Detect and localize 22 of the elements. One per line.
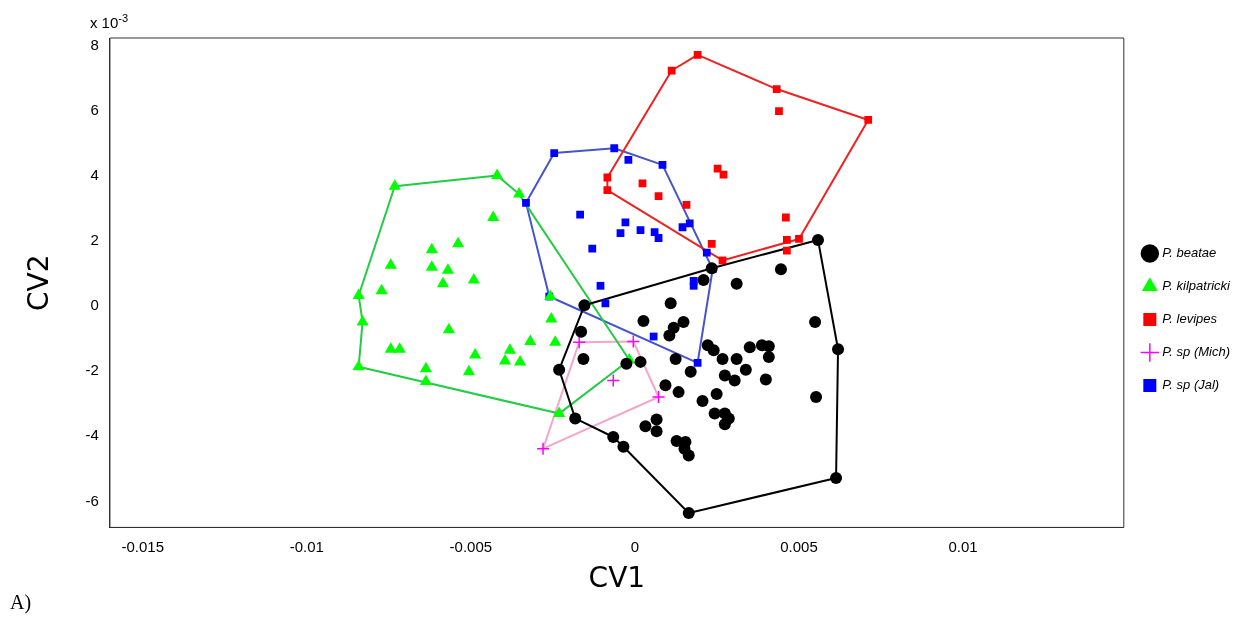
legend-label: P. beatae bbox=[1162, 245, 1217, 261]
y-tick-label: 2 bbox=[90, 231, 99, 249]
legend-label: P. sp (Jal) bbox=[1162, 377, 1220, 393]
legend-label: P. kilpatricki bbox=[1162, 278, 1232, 294]
x-tick-label: 0.01 bbox=[948, 537, 978, 555]
x-tick-label: -0.015 bbox=[121, 537, 165, 555]
x-tick-label: -0.005 bbox=[449, 537, 493, 555]
y-tick-label: 4 bbox=[90, 166, 99, 184]
legend-label: P. sp (Mich) bbox=[1162, 344, 1230, 360]
y-tick-label: -4 bbox=[85, 426, 99, 444]
y-tick-label: 8 bbox=[90, 36, 99, 54]
y-tick-label: 6 bbox=[90, 101, 99, 119]
y-tick-label: -6 bbox=[85, 491, 99, 509]
y-tick-label: 0 bbox=[90, 296, 99, 314]
x-tick-label: -0.01 bbox=[289, 537, 324, 555]
legend-label: P. levipes bbox=[1162, 311, 1218, 327]
x-axis-title: CV1 bbox=[588, 561, 646, 595]
y-tick-label: -2 bbox=[85, 361, 99, 379]
text: A) bbox=[10, 591, 32, 614]
y-axis-title: CV2 bbox=[22, 254, 56, 311]
x-tick-label: 0.005 bbox=[780, 537, 818, 555]
x-tick-label: 0 bbox=[630, 537, 640, 555]
